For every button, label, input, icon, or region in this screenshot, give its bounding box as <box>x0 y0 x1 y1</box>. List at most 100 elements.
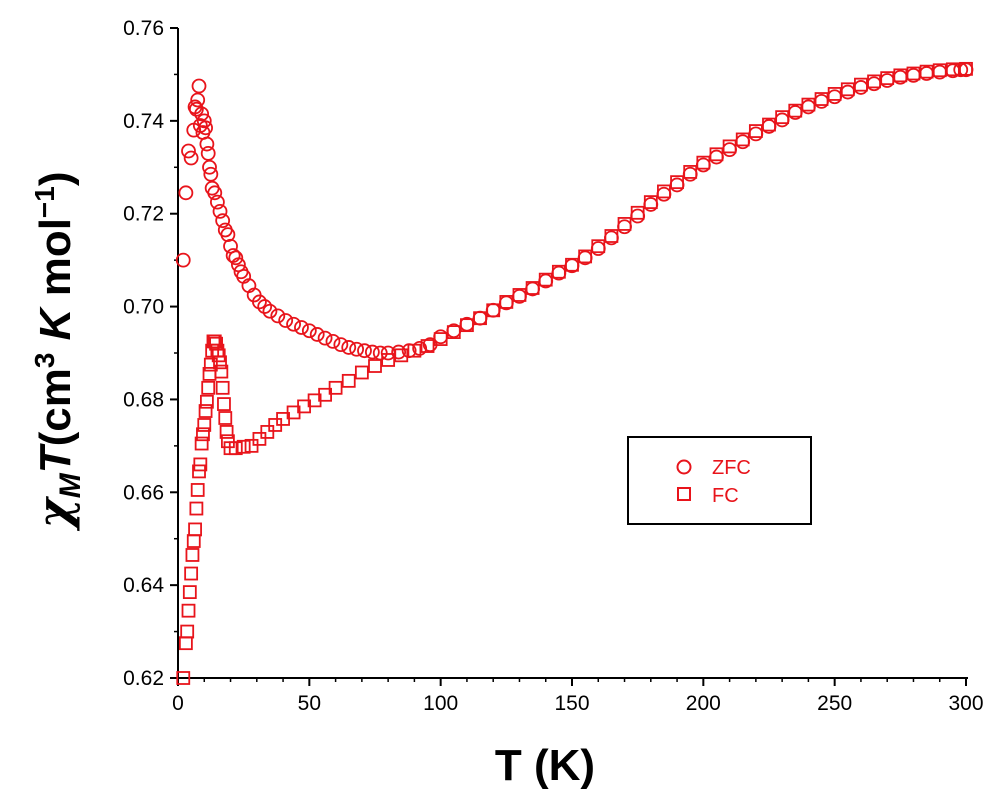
fc-point <box>722 139 737 154</box>
fc-point <box>236 439 251 454</box>
fc-point <box>630 205 645 220</box>
x-tick-label: 0 <box>172 692 184 715</box>
fc-point <box>591 239 606 254</box>
zfc-point <box>774 112 790 128</box>
zfc-point <box>202 159 217 175</box>
fc-point <box>189 501 204 516</box>
fc-point <box>880 71 895 86</box>
fc-point <box>814 92 829 106</box>
zfc-point <box>349 341 365 357</box>
series-fc <box>176 61 973 685</box>
zfc-point <box>278 313 294 328</box>
fc-point <box>190 483 205 497</box>
fc-point <box>657 184 671 199</box>
fc-point <box>499 295 514 309</box>
zfc-point <box>196 113 212 129</box>
fc-point <box>578 249 593 264</box>
zfc-point <box>188 101 204 117</box>
fc-point <box>696 155 711 170</box>
fc-point <box>341 373 356 388</box>
legend: ZFC FC <box>627 436 812 525</box>
legend-zfc-marker <box>676 459 692 475</box>
zfc-point <box>190 92 206 108</box>
zfc-point <box>656 186 672 202</box>
fc-point <box>604 229 619 243</box>
fc-point <box>221 434 235 449</box>
zfc-point <box>309 327 325 342</box>
zfc-point <box>183 150 199 166</box>
legend-fc-label: FC <box>712 485 739 507</box>
fc-point <box>228 441 243 456</box>
fc-point <box>193 457 208 472</box>
fc-point <box>959 61 973 76</box>
y-ticks: 0.62 0.64 0.66 0.68 0.70 0.72 0.74 0.76 <box>123 17 178 690</box>
zfc-point <box>270 308 286 324</box>
zfc-point <box>617 219 632 235</box>
zfc-point <box>199 136 215 152</box>
zfc-point <box>301 323 317 339</box>
y-tick-label: 0.76 <box>123 17 164 40</box>
zfc-point <box>215 213 231 229</box>
fc-point <box>186 534 201 548</box>
fc-point <box>180 624 195 639</box>
legend-fc-marker <box>677 487 691 501</box>
fc-point <box>181 603 196 618</box>
fc-point <box>867 74 881 89</box>
fc-point <box>368 359 382 373</box>
zfc-point <box>191 78 207 94</box>
y-title-mol: mol <box>31 218 80 296</box>
x-tick-label: 50 <box>298 692 321 715</box>
fc-point <box>213 355 227 370</box>
fc-point <box>194 436 209 451</box>
fc-point <box>945 62 960 77</box>
zfc-point <box>252 294 267 310</box>
y-tick-label: 0.72 <box>123 203 164 226</box>
fc-point <box>218 411 233 425</box>
y-tick-label: 0.66 <box>123 481 164 504</box>
fc-point <box>176 671 191 685</box>
zfc-point <box>200 145 216 161</box>
fc-point <box>260 425 275 439</box>
zfc-point <box>853 80 869 95</box>
fc-point <box>775 110 790 125</box>
fc-point <box>198 404 213 418</box>
fc-point <box>201 380 216 395</box>
fc-point <box>252 431 267 446</box>
fc-point <box>617 217 632 231</box>
y-title-space2 <box>31 296 80 308</box>
fc-point <box>762 117 776 132</box>
y-tick-label: 0.70 <box>123 296 164 319</box>
series-layer <box>175 61 974 685</box>
zfc-point <box>194 106 210 122</box>
y-title-open: (cm <box>31 368 80 446</box>
fc-point <box>735 132 750 147</box>
fc-point <box>525 281 540 295</box>
zfc-point <box>209 194 225 210</box>
fc-point <box>354 365 369 380</box>
y-title-sup-neg1: −1 <box>29 186 60 218</box>
zfc-point <box>827 89 843 105</box>
fc-point <box>197 418 212 432</box>
x-ticks: 0 50 100 150 200 250 300 <box>172 678 984 715</box>
fc-point <box>420 339 435 353</box>
fc-point <box>801 97 816 112</box>
fc-point <box>219 425 234 439</box>
fc-point <box>906 66 921 81</box>
fc-point <box>188 522 202 537</box>
legend-zfc-label: ZFC <box>712 457 751 479</box>
y-tick-label: 0.68 <box>123 388 164 411</box>
y-title-close: ) <box>31 171 80 186</box>
zfc-point <box>198 120 213 136</box>
zfc-point <box>840 84 856 100</box>
x-tick-label: 150 <box>554 692 589 715</box>
zfc-point <box>325 333 341 349</box>
fc-point <box>192 464 206 479</box>
fc-point <box>185 548 200 562</box>
zfc-point <box>178 185 194 201</box>
zfc-point <box>722 142 737 158</box>
zfc-point <box>317 330 333 346</box>
zfc-point <box>472 310 488 326</box>
x-tick-label: 300 <box>948 692 983 715</box>
fc-point <box>178 636 193 651</box>
fc-point <box>473 311 487 326</box>
